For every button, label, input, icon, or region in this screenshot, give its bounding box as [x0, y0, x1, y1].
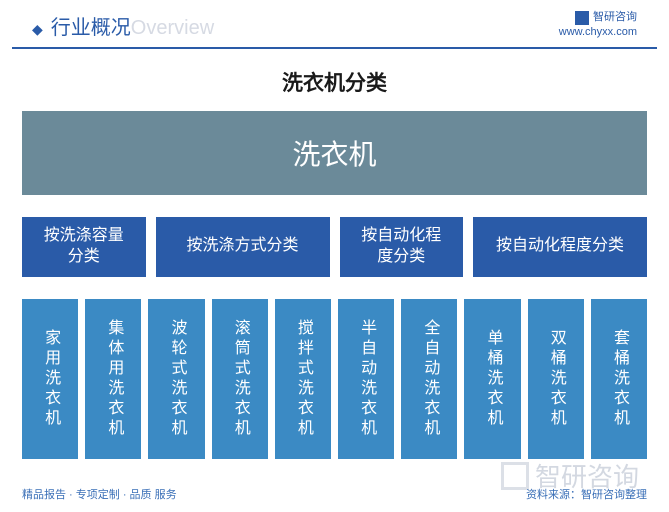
level3-node: 搅拌式洗衣机 — [275, 299, 331, 459]
level3-node: 半自动洗衣机 — [338, 299, 394, 459]
page-header: ◆ 行业概况 Overview 智研咨询 www.chyxx.com — [12, 0, 657, 49]
level3-node: 波轮式洗衣机 — [148, 299, 204, 459]
footer-right: 资料来源：智研咨询整理 — [526, 486, 647, 502]
level3-row: 家用洗衣机集体用洗衣机波轮式洗衣机滚筒式洗衣机搅拌式洗衣机半自动洗衣机全自动洗衣… — [22, 299, 647, 459]
level2-node: 按洗涤容量分类 — [22, 217, 146, 277]
level2-row: 按洗涤容量分类按洗涤方式分类按自动化程度分类按自动化程度分类 — [22, 217, 647, 277]
level3-node: 单桶洗衣机 — [464, 299, 520, 459]
brand-icon — [575, 11, 589, 25]
level3-node: 集体用洗衣机 — [85, 299, 141, 459]
header-brand: 智研咨询 www.chyxx.com — [559, 10, 637, 41]
title-cn: 行业概况 — [51, 11, 131, 40]
diagram-title: 洗衣机分类 — [22, 67, 647, 97]
level3-node: 家用洗衣机 — [22, 299, 78, 459]
page-footer: 精品报告 · 专项定制 · 品质 服务 资料来源：智研咨询整理 — [22, 486, 647, 502]
brand-url: www.chyxx.com — [559, 25, 637, 40]
title-bullet: ◆ — [32, 21, 43, 38]
level2-node: 按自动化程度分类 — [473, 217, 647, 277]
footer-left: 精品报告 · 专项定制 · 品质 服务 — [22, 486, 177, 502]
brand-name: 智研咨询 — [593, 10, 637, 25]
level2-node: 按自动化程度分类 — [340, 217, 464, 277]
level3-node: 全自动洗衣机 — [401, 299, 457, 459]
level2-node: 按洗涤方式分类 — [156, 217, 330, 277]
level3-node: 滚筒式洗衣机 — [212, 299, 268, 459]
title-en: Overview — [131, 17, 214, 40]
level3-node: 套桶洗衣机 — [591, 299, 647, 459]
level3-node: 双桶洗衣机 — [528, 299, 584, 459]
header-title-group: ◆ 行业概况 Overview — [32, 11, 214, 40]
root-node: 洗衣机 — [22, 111, 647, 195]
diagram-content: 洗衣机分类 洗衣机 按洗涤容量分类按洗涤方式分类按自动化程度分类按自动化程度分类… — [0, 49, 669, 459]
